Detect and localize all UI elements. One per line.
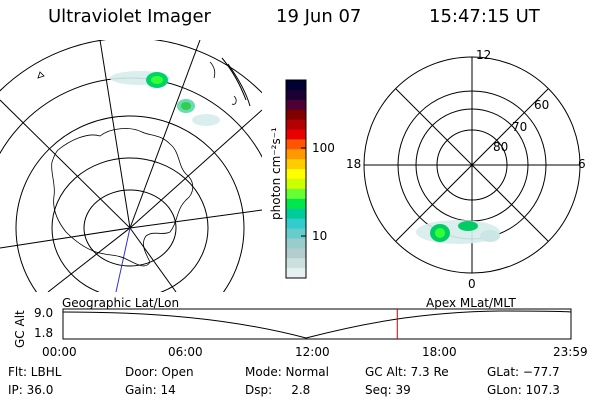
door-info: Door: Open (125, 365, 194, 379)
lat-label-60: 60 (534, 98, 550, 112)
mlt-label-6: 6 (578, 157, 586, 171)
mlt-label-0: 0 (468, 277, 476, 291)
colorbar-segment (286, 119, 306, 130)
colorbar-segment (286, 188, 306, 200)
aurora-emission-map (110, 71, 220, 126)
timeline-frame (62, 308, 572, 340)
mlt-label-18: 18 (346, 157, 362, 171)
timeline-xtick-1200: 12:00 (295, 345, 330, 359)
timeline-left-label: Geographic Lat/Lon (62, 296, 180, 310)
colorbar-segment (286, 169, 306, 180)
colorbar-segment (286, 109, 306, 121)
colorbar-segment (286, 228, 306, 239)
glat-info: GLat: −77.7 (487, 365, 560, 379)
timeline-ytick-top: 9.0 (34, 306, 54, 320)
colorbar-segment (286, 238, 306, 249)
time-label: 15:47:15 UT (429, 6, 540, 27)
antarctica-coastline (51, 128, 194, 267)
lat-circle (83, 189, 177, 267)
timeline-ytick-bottom: 1.8 (34, 326, 54, 340)
date-label: 19 Jun 07 (276, 6, 362, 27)
colorbar-tick-10: 10 (312, 229, 328, 243)
colorbar-segment (286, 99, 306, 111)
filter-info: Flt: LBHL (8, 365, 62, 379)
aurora-emission-polar (416, 220, 500, 244)
timeline-xtick-0600: 06:00 (168, 345, 203, 359)
colorbar-segment (286, 268, 306, 279)
dsp-info: Dsp: 2.8 (245, 383, 311, 397)
gain-info: Gain: 14 (125, 383, 176, 397)
timeline-right-label: Apex MLat/MLT (426, 296, 516, 310)
ip-info: IP: 36.0 (8, 383, 54, 397)
instrument-title: Ultraviolet Imager (48, 6, 211, 27)
colorbar-segment (286, 159, 306, 170)
timeline-xtick-1800: 18:00 (422, 345, 457, 359)
colorbar-segment (286, 218, 306, 229)
timeline-xtick-2359: 23:59 (553, 345, 588, 359)
timeline-xtick-0000: 00:00 (42, 345, 77, 359)
lat-circle (15, 115, 245, 292)
mlt-label-12: 12 (476, 48, 492, 62)
colorbar-segment (286, 248, 306, 259)
lat-label-70: 70 (512, 120, 528, 134)
colorbar-segment (286, 198, 306, 210)
colorbar-segment (286, 89, 306, 101)
colorbar-segment (286, 179, 306, 190)
mode-info: Mode: Normal (245, 365, 329, 379)
seq-info: Seq: 39 (365, 383, 411, 397)
colorbar-frame (285, 79, 307, 279)
colorbar-segment (286, 258, 306, 269)
lat-label-80: 80 (493, 140, 509, 154)
glon-info: GLon: 107.3 (487, 383, 560, 397)
lat-circle (51, 157, 209, 292)
gc-alt-info: GC Alt: 7.3 Re (365, 365, 449, 379)
colorbar-segment (286, 139, 306, 150)
colorbar-segment (286, 208, 306, 220)
colorbar-tick-100: 100 (312, 141, 335, 155)
colorbar-segment (286, 149, 306, 160)
colorbar-segment (286, 129, 306, 140)
colorbar-segment (286, 80, 306, 91)
altitude-curve (62, 310, 572, 339)
